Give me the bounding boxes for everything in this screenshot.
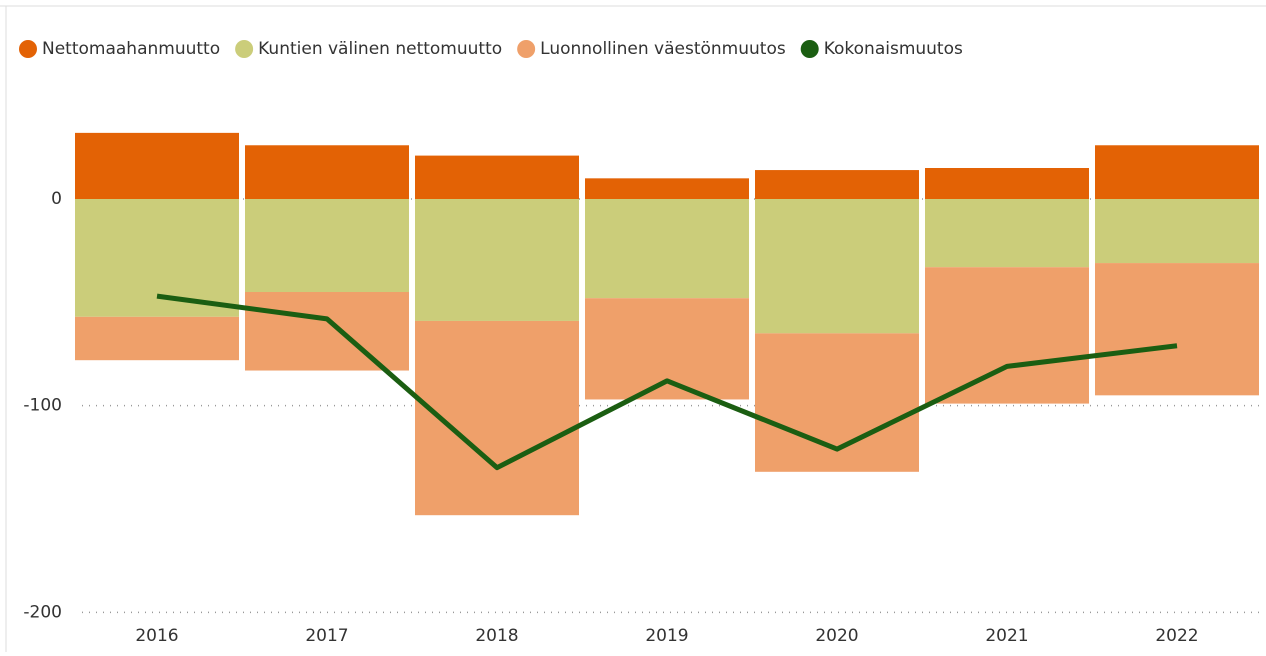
- bar-segment: [245, 145, 409, 199]
- bar-segment: [415, 199, 579, 321]
- bar-segment: [245, 292, 409, 371]
- bar-segment: [925, 267, 1089, 404]
- bar-segment: [1095, 145, 1259, 199]
- x-tick-label: 2020: [815, 626, 858, 646]
- x-tick-label: 2017: [305, 626, 348, 646]
- legend-marker: [19, 40, 37, 58]
- legend-marker: [800, 40, 819, 58]
- bar-segment: [1095, 263, 1259, 396]
- bar-segment: [75, 132, 239, 199]
- legend-label: Kokonaismuutos: [824, 39, 963, 59]
- bar-segment: [245, 199, 409, 292]
- bar-segment: [925, 168, 1089, 199]
- bar-segment: [415, 155, 579, 199]
- x-tick-label: 2021: [985, 626, 1028, 646]
- bar-segment: [585, 178, 749, 199]
- x-tick-label: 2016: [135, 626, 178, 646]
- x-tick-label: 2019: [645, 626, 688, 646]
- y-tick-label: -100: [23, 396, 62, 416]
- bar-segment: [585, 298, 749, 400]
- y-tick-label: 0: [51, 189, 62, 209]
- legend-label: Kuntien välinen nettomuutto: [258, 39, 502, 59]
- bar-segment: [755, 170, 919, 199]
- bar-segment: [1095, 199, 1259, 264]
- bar-segment: [75, 199, 239, 317]
- bar-segment: [755, 199, 919, 334]
- legend-label: Luonnollinen väestönmuutos: [540, 39, 786, 59]
- y-tick-label: -200: [23, 602, 62, 622]
- line: [156, 293, 1178, 471]
- bar-segment: [585, 199, 749, 299]
- x-tick-label: 2022: [1155, 626, 1198, 646]
- bar-segment: [75, 316, 239, 361]
- legend-label: Nettomaahanmuutto: [42, 39, 220, 59]
- legend: Nettomaahanmuutto Kuntien välinen nettomu…: [19, 39, 963, 59]
- legend-marker: [517, 40, 536, 58]
- legend-marker: [235, 40, 254, 58]
- bar-segment: [925, 199, 1089, 268]
- x-tick-label: 2018: [475, 626, 518, 646]
